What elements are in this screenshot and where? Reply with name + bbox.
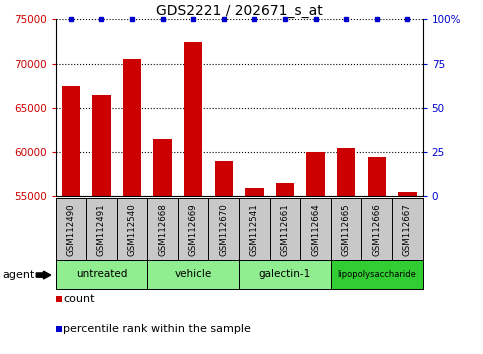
Text: GSM112668: GSM112668 <box>158 203 167 256</box>
Text: count: count <box>63 294 95 304</box>
Text: GSM112669: GSM112669 <box>189 203 198 256</box>
Text: vehicle: vehicle <box>174 269 212 279</box>
Title: GDS2221 / 202671_s_at: GDS2221 / 202671_s_at <box>156 5 323 18</box>
Text: GSM112665: GSM112665 <box>341 203 351 256</box>
Text: GSM112670: GSM112670 <box>219 203 228 256</box>
Bar <box>337 148 355 196</box>
Text: untreated: untreated <box>76 269 127 279</box>
Bar <box>331 260 423 289</box>
Bar <box>147 260 239 289</box>
Bar <box>306 152 325 196</box>
Text: agent: agent <box>2 270 35 280</box>
Text: percentile rank within the sample: percentile rank within the sample <box>63 324 251 334</box>
Text: GSM112667: GSM112667 <box>403 203 412 256</box>
Bar <box>239 260 331 289</box>
Bar <box>398 192 416 196</box>
Bar <box>276 183 294 196</box>
Bar <box>62 86 80 196</box>
Bar <box>214 161 233 196</box>
Text: GSM112540: GSM112540 <box>128 203 137 256</box>
Text: lipopolysaccharide: lipopolysaccharide <box>337 270 416 279</box>
Text: GSM112491: GSM112491 <box>97 203 106 256</box>
Text: GSM112666: GSM112666 <box>372 203 381 256</box>
Bar <box>245 188 264 196</box>
Bar <box>92 95 111 196</box>
Bar <box>154 139 172 196</box>
Text: GSM112661: GSM112661 <box>281 203 289 256</box>
Text: galectin-1: galectin-1 <box>259 269 311 279</box>
Bar <box>123 59 141 196</box>
Text: GSM112490: GSM112490 <box>66 203 75 256</box>
Text: GSM112541: GSM112541 <box>250 203 259 256</box>
Bar <box>368 156 386 196</box>
Bar <box>184 41 202 196</box>
Text: GSM112664: GSM112664 <box>311 203 320 256</box>
Bar <box>56 260 147 289</box>
